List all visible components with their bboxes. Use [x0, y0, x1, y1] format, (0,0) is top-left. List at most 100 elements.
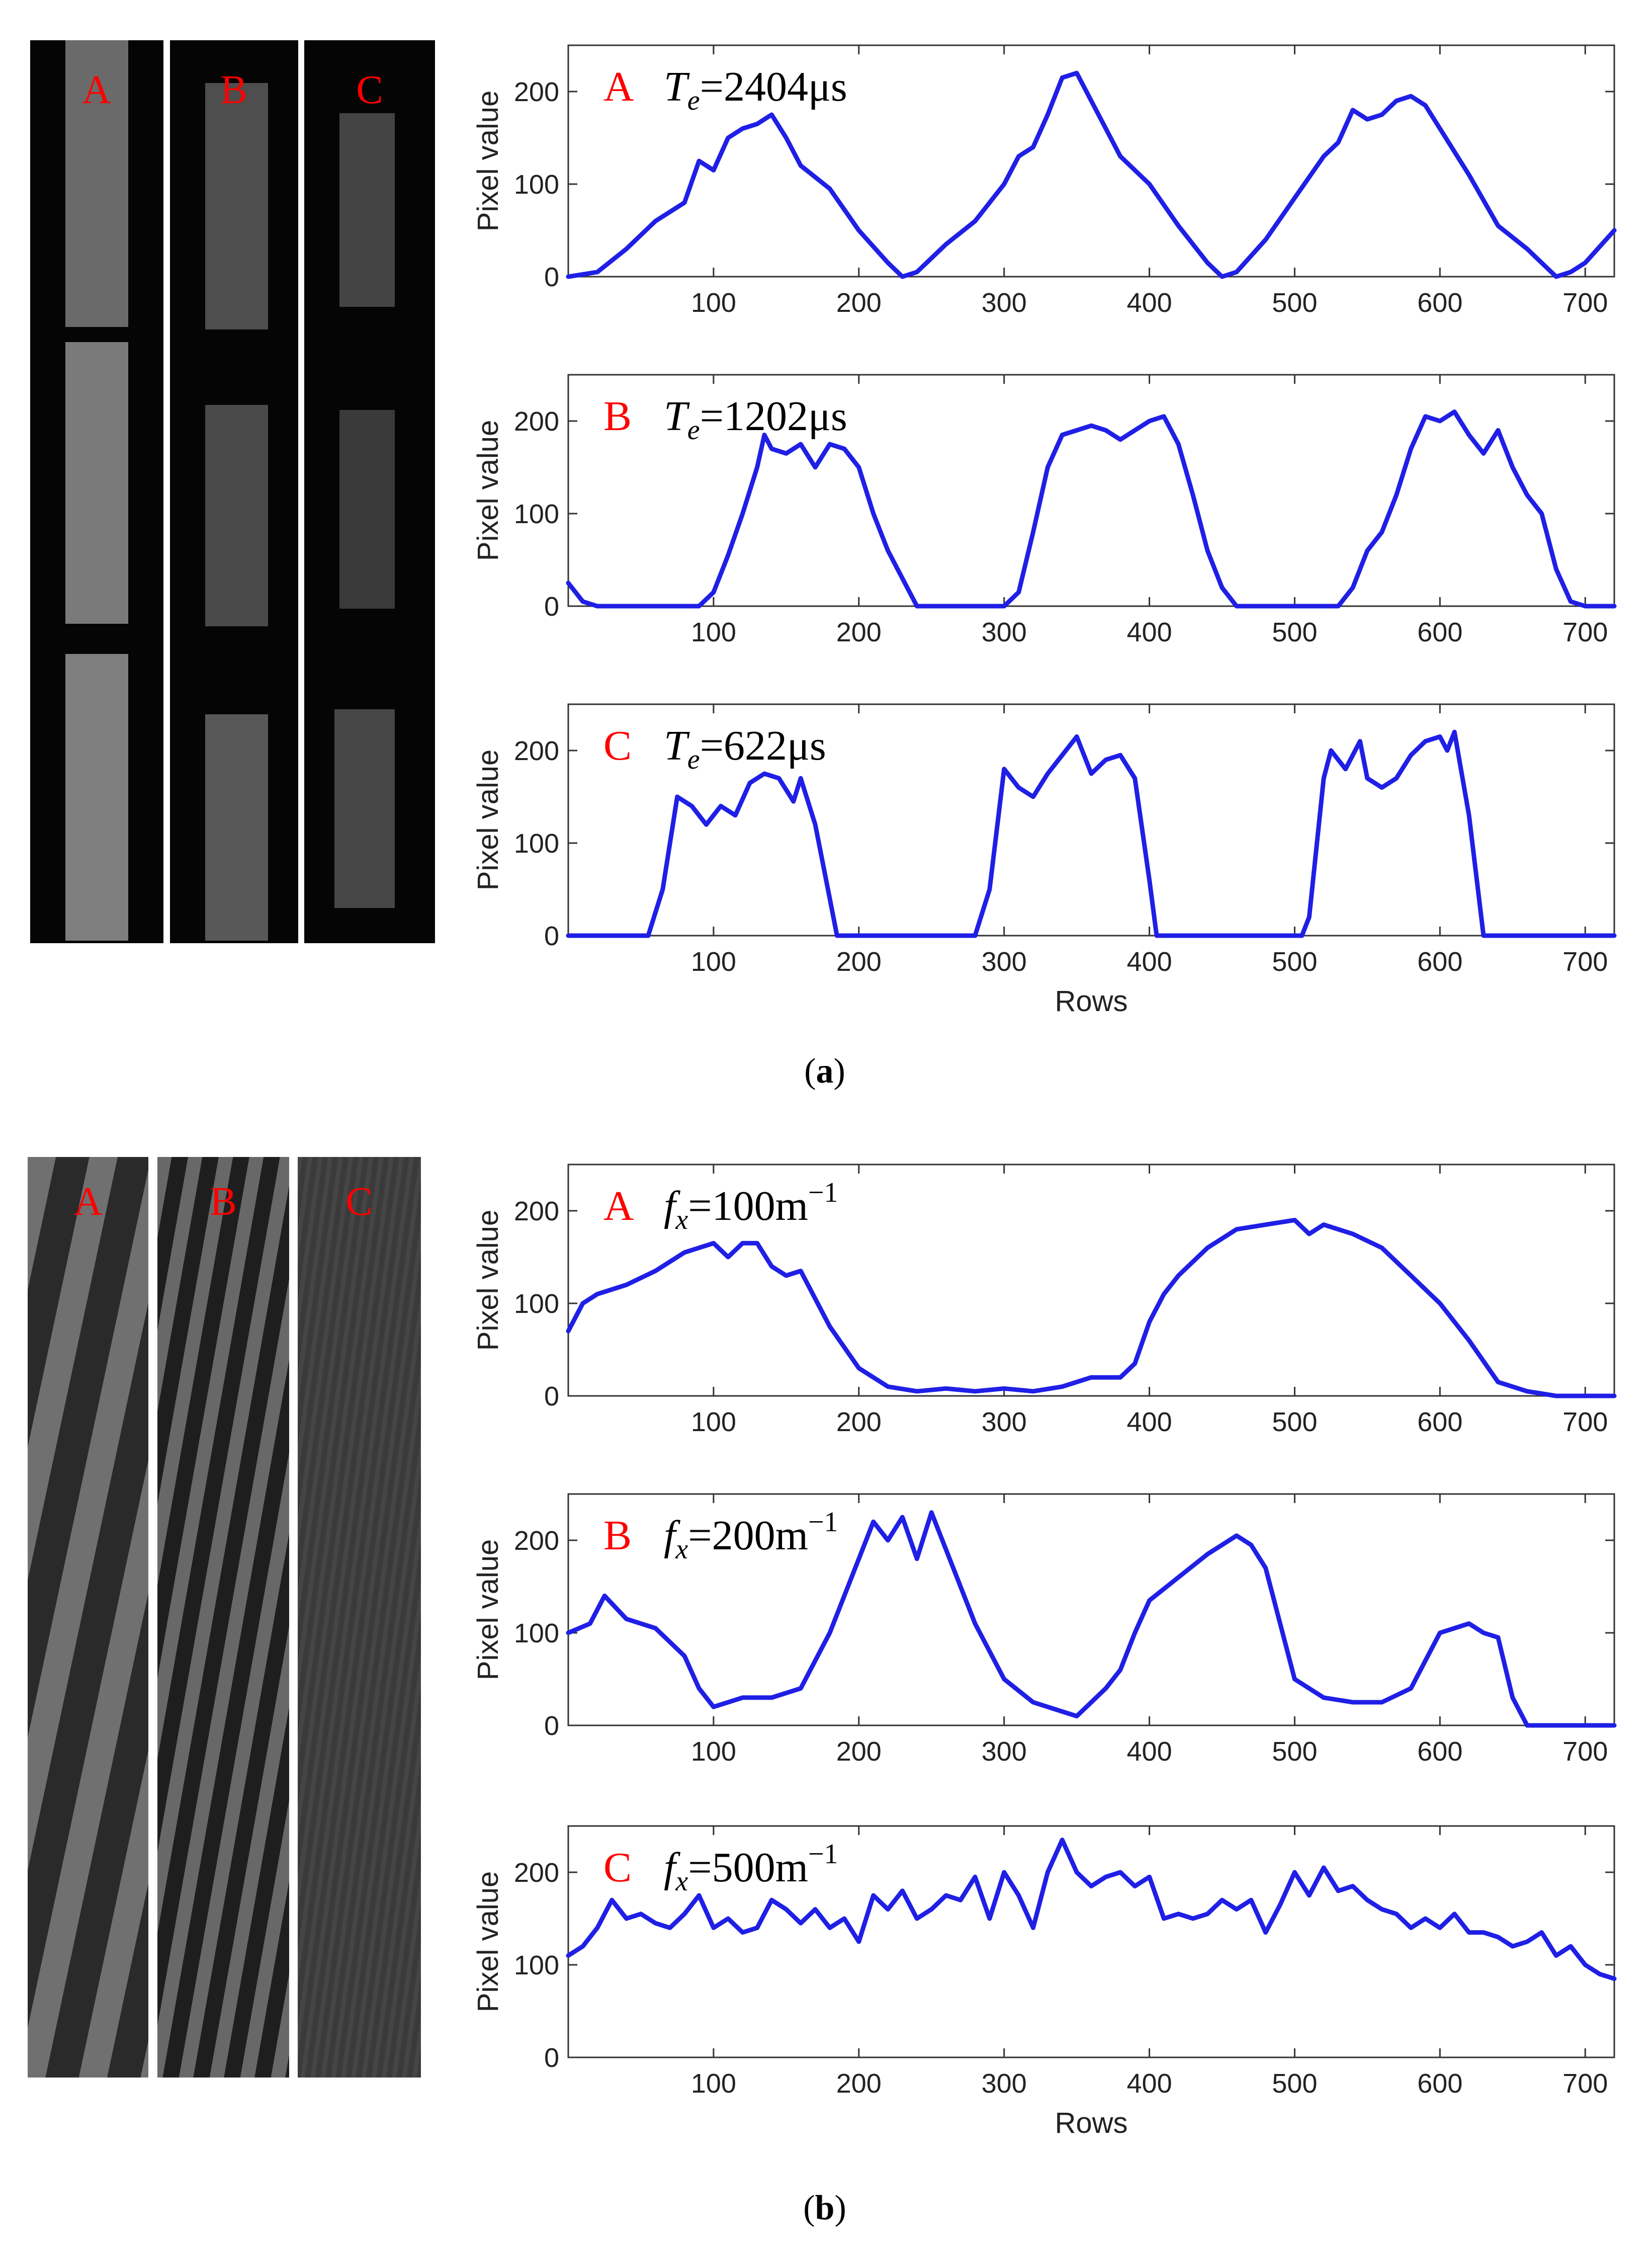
y-axis-label: Pixel value	[472, 1210, 504, 1351]
x-tick-label: 300	[982, 1407, 1027, 1437]
series-line	[566, 70, 1617, 279]
panel-letter: B	[603, 393, 632, 440]
x-tick-label: 600	[1417, 288, 1462, 318]
strip-b-A: A	[28, 1157, 148, 2078]
x-tick-label: 300	[982, 1736, 1027, 1767]
x-tick-label: 700	[1562, 288, 1608, 318]
y-tick-label: 100	[514, 828, 559, 859]
y-axis-label: Pixel value	[472, 420, 504, 561]
strip-b-C: C	[298, 1157, 421, 2078]
chart-b-A: 100 200 300 400 500 600 700 0 100 200 Pixel value A…	[472, 1164, 1617, 1437]
x-tick-label: 300	[982, 2068, 1027, 2099]
x-tick-label: 600	[1417, 947, 1462, 977]
plot-frame	[567, 374, 1615, 607]
x-tick-label: 300	[982, 947, 1027, 977]
x-tick-label: 500	[1272, 2068, 1317, 2099]
plot-frame	[567, 1164, 1615, 1397]
series-line	[566, 409, 1617, 609]
x-tick-label: 400	[1127, 947, 1172, 977]
x-tick-label: 200	[836, 288, 882, 318]
y-axis-label: Pixel value	[472, 1871, 504, 2012]
x-tick-label: 600	[1417, 1407, 1462, 1437]
x-tick-label: 100	[691, 288, 736, 318]
panel-letter: A	[603, 1183, 634, 1229]
y-tick-label: 200	[514, 406, 559, 437]
strip-b-B: B	[157, 1157, 289, 2078]
y-axis-label: Pixel value	[472, 91, 504, 231]
x-tick-label: 200	[836, 947, 882, 977]
x-tick-label: 700	[1562, 617, 1608, 647]
y-tick-label: 200	[514, 736, 559, 766]
x-tick-label: 100	[691, 1407, 736, 1437]
series-line	[566, 1838, 1617, 1981]
x-tick-label: 300	[982, 617, 1027, 647]
x-axis-label: Rows	[1055, 2107, 1127, 2139]
chart-a-B: 100 200 300 400 500 600 700 0 100 200 Pixel value B…	[472, 374, 1617, 647]
x-tick-label: 400	[1127, 2068, 1172, 2099]
y-tick-label: 0	[544, 1711, 559, 1741]
y-axis-label: Pixel value	[472, 1539, 504, 1680]
x-tick-label: 600	[1417, 2068, 1462, 2099]
x-tick-label: 700	[1562, 1407, 1608, 1437]
annotation: fx=100m−1	[664, 1177, 838, 1235]
plot-frame	[567, 1825, 1615, 2058]
x-tick-label: 200	[836, 1736, 882, 1767]
annotation: fx=200m−1	[664, 1507, 838, 1565]
y-tick-label: 100	[514, 1618, 559, 1648]
y-tick-label: 100	[514, 499, 559, 529]
x-tick-label: 500	[1272, 617, 1317, 647]
chart-b-B: 100 200 300 400 500 600 700 0 100 200 Pixel value B…	[472, 1493, 1617, 1767]
series-line	[566, 1510, 1617, 1728]
strip-letter: B	[210, 1180, 236, 1224]
strip-a-B: B	[170, 40, 298, 943]
x-tick-label: 300	[982, 288, 1027, 318]
y-tick-label: 0	[544, 921, 559, 951]
strip-letter: B	[220, 68, 247, 112]
x-tick-label: 400	[1127, 1736, 1172, 1767]
annotation: fx=500m−1	[664, 1839, 838, 1897]
x-tick-label: 400	[1127, 1407, 1172, 1437]
x-tick-label: 200	[836, 2068, 882, 2099]
y-tick-label: 0	[544, 592, 559, 622]
x-axis-label: Rows	[1055, 985, 1127, 1018]
plot-frame	[567, 44, 1615, 278]
chart-b-C: 100 200 300 400 500 600 700 0 100 200 Pixel value R…	[472, 1825, 1617, 2139]
panel-letter: B	[603, 1512, 632, 1559]
x-tick-label: 200	[836, 617, 882, 647]
x-tick-label: 600	[1417, 617, 1462, 647]
x-tick-label: 400	[1127, 617, 1172, 647]
x-tick-label: 500	[1272, 1736, 1317, 1767]
y-tick-label: 0	[544, 2043, 559, 2073]
sublabel-b: (b)	[803, 2189, 846, 2227]
y-tick-label: 200	[514, 1196, 559, 1226]
annotation: Te=622μs	[664, 722, 826, 775]
strip-a-C: C	[304, 40, 435, 943]
strip-letter: C	[356, 68, 383, 112]
x-tick-label: 500	[1272, 288, 1317, 318]
series-line	[566, 1217, 1617, 1398]
x-tick-label: 100	[691, 2068, 736, 2099]
strip-letter: A	[82, 68, 111, 112]
x-tick-label: 600	[1417, 1736, 1462, 1767]
y-axis-label: Pixel value	[472, 750, 504, 890]
y-tick-label: 200	[514, 1858, 559, 1888]
strip-a-A: A	[30, 40, 163, 943]
annotation: Te=1202μs	[664, 393, 847, 446]
x-tick-label: 700	[1562, 2068, 1608, 2099]
y-tick-label: 100	[514, 1289, 559, 1319]
y-tick-label: 100	[514, 170, 559, 200]
annotation: Te=2404μs	[664, 63, 847, 116]
x-tick-label: 100	[691, 947, 736, 977]
strip-letter: C	[345, 1180, 372, 1224]
y-tick-label: 200	[514, 77, 559, 107]
x-tick-label: 100	[691, 1736, 736, 1767]
panel-letter: C	[603, 1844, 632, 1891]
x-tick-label: 700	[1562, 947, 1608, 977]
series-line	[566, 729, 1617, 938]
y-tick-label: 200	[514, 1526, 559, 1556]
panel-letter: A	[603, 63, 634, 110]
x-tick-label: 700	[1562, 1736, 1608, 1767]
chart-a-A: 100 200 300 400 500 600 700 0 100 200 Pixel value A…	[472, 44, 1617, 318]
sublabel-a: (a)	[804, 1052, 845, 1091]
y-tick-label: 0	[544, 1381, 559, 1412]
